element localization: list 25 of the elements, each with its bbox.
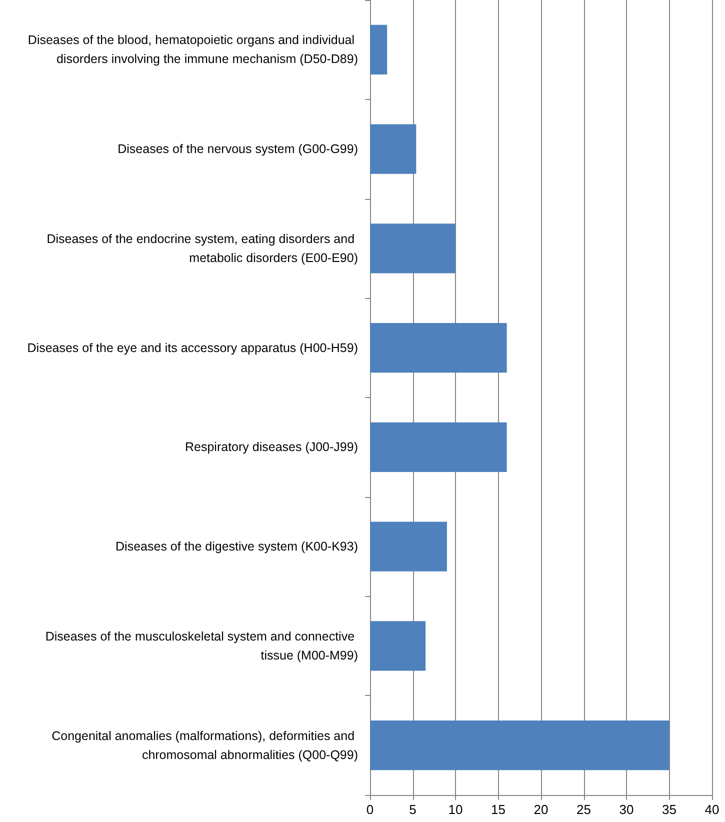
bar	[370, 322, 507, 373]
x-tick-label: 0	[366, 802, 374, 817]
x-tick-label: 5	[409, 802, 416, 817]
x-tick-label: 25	[576, 802, 591, 817]
y-tick-label: Diseases of the eye and its accessory apparatus (H00-H59)	[27, 340, 358, 355]
y-tick-label: Diseases of the musculoskeletal system and connective tissue (M00-M99)	[45, 629, 358, 662]
x-tick-label: 10	[448, 802, 463, 817]
x-tick-label: 40	[704, 802, 720, 817]
y-tick-label: Diseases of the blood, hematopoietic organs and individual disorders involving the immune mechanism (D50-D89)	[28, 33, 358, 66]
y-tick-label: Diseases of the digestive system (K00-K93)	[116, 540, 358, 554]
bar	[370, 24, 388, 75]
bar	[370, 720, 670, 770]
y-tick-label: Diseases of the endocrine system, eating disorders and metabolic disorders (E00-E90)	[46, 232, 358, 265]
x-tick-label: 15	[491, 802, 506, 817]
y-tick-label: Congenital anomalies (malformations), deformities and chromosomal abnormalities (Q00-Q99)	[52, 728, 358, 762]
y-tick-label: Respiratory diseases (J00-J99)	[185, 440, 358, 454]
x-tick-label: 20	[534, 802, 548, 817]
y-tick-label: Diseases of the nervous system (G00-G99)	[118, 142, 358, 156]
bar	[370, 621, 426, 671]
x-tick-label: 30	[619, 802, 634, 817]
bar	[370, 224, 456, 274]
bar	[370, 124, 416, 174]
x-tick-label: 35	[662, 802, 676, 817]
bar	[370, 422, 507, 472]
bar	[370, 522, 447, 572]
